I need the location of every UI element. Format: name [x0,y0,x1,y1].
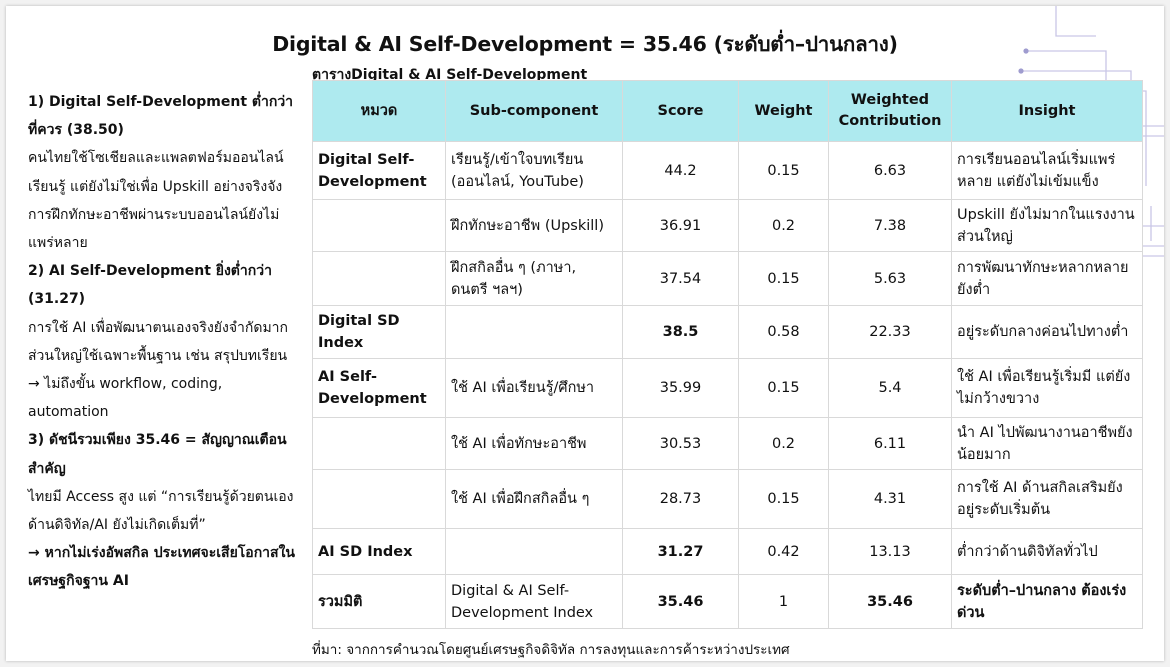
insight-cell: ต่ำกว่าด้านดิจิทัลทั่วไป [951,528,1143,575]
insight-cell: การใช้ AI ด้านสกิลเสริมยังอยู่ระดับเริ่ม… [951,469,1143,529]
table-row: ฝึกสกิลอื่น ๆ (ภาษา, ดนตรี ฯลฯ) 37.54 0.15… [312,251,1143,306]
summary-text: 1) Digital Self-Development ต่ำกว่าที่คว… [28,88,300,596]
score-cell: 35.46 [622,574,739,629]
summary-heading: 1) Digital Self-Development ต่ำกว่าที่คว… [28,94,294,139]
category-cell [312,199,446,252]
sub-component-cell: เรียนรู้/เข้าใจบทเรียน (ออนไลน์, YouTube… [445,141,623,200]
contribution-cell: 6.11 [828,417,952,470]
source-note: ที่มา: จากการคำนวณโดยศูนย์เศรษฐกิจดิจิทั… [312,642,790,658]
sub-component-cell: ใช้ AI เพื่อเรียนรู้/ศึกษา [445,358,623,418]
contribution-cell: 5.4 [828,358,952,418]
weight-cell: 0.15 [738,358,829,418]
table-row: ฝึกทักษะอาชีพ (Upskill) 36.91 0.2 7.38 Upski… [312,199,1143,252]
column-header: หมวด [312,80,446,142]
sub-component-cell [445,305,623,359]
score-cell: 36.91 [622,199,739,252]
contribution-cell: 22.33 [828,305,952,359]
summary-paragraph: คนไทยใช้โซเชียลและแพลตฟอร์มออนไลน์เรียนร… [28,150,284,195]
category-cell [312,469,446,529]
table-header-row: หมวด Sub-component Score Weight Weighted Con… [312,80,1143,142]
table-row: ใช้ AI เพื่อฝึกสกิลอื่น ๆ 28.73 0.15 4.31 กา… [312,469,1143,529]
table-row: AI Self-Development ใช้ AI เพื่อเรียนรู้/… [312,358,1143,418]
summary-paragraph: การใช้ AI เพื่อพัฒนาตนเองจริงยังจำกัดมาก [28,319,289,336]
contribution-cell: 7.38 [828,199,952,252]
weight-cell: 0.58 [738,305,829,359]
category-cell [312,417,446,470]
table-row: Digital SD Index 38.5 0.58 22.33 อยู่ระดับกล… [312,305,1143,359]
summary-paragraph: ส่วนใหญ่ใช้เฉพาะพื้นฐาน เช่น สรุปบทเรียน… [28,347,288,421]
insight-cell: ระดับต่ำ–ปานกลาง ต้องเร่งด่วน [951,574,1143,629]
sub-component-cell: ฝึกสกิลอื่น ๆ (ภาษา, ดนตรี ฯลฯ) [445,251,623,306]
table-row: Digital Self-Development เรียนรู้/เข้าใจบ… [312,141,1143,200]
insight-cell: อยู่ระดับกลางค่อนไปทางต่ำ [951,305,1143,359]
insight-cell: ใช้ AI เพื่อเรียนรู้เริ่มมี แต่ยังไม่กว้… [951,358,1143,418]
weight-cell: 0.15 [738,469,829,529]
contribution-cell: 13.13 [828,528,952,575]
category-cell: Digital Self-Development [312,141,446,200]
score-cell: 44.2 [622,141,739,200]
sub-component-cell: ใช้ AI เพื่อทักษะอาชีพ [445,417,623,470]
insight-cell: นำ AI ไปพัฒนางานอาชีพยังน้อยมาก [951,417,1143,470]
table-row: รวมมิติ Digital & AI Self-Development Ind… [312,574,1143,629]
slide: Digital & AI Self-Development = 35.46 (ร… [6,6,1164,661]
contribution-cell: 35.46 [828,574,952,629]
weight-cell: 0.2 [738,417,829,470]
column-header: Weighted Contribution [828,80,952,142]
sub-component-cell: Digital & AI Self-Development Index [445,574,623,629]
score-cell: 31.27 [622,528,739,575]
insight-cell: การเรียนออนไลน์เริ่มแพร่หลาย แต่ยังไม่เข… [951,141,1143,200]
table-row: AI SD Index 31.27 0.42 13.13 ต่ำกว่าด้านดิจิ… [312,528,1143,575]
category-cell: AI Self-Development [312,358,446,418]
category-cell [312,251,446,306]
weight-cell: 0.42 [738,528,829,575]
index-table: หมวด Sub-component Score Weight Weighted Con… [312,80,1143,629]
summary-heading: → หากไม่เร่งอัพสกิล ประเทศจะเสียโอกาสในเ… [28,545,295,590]
summary-heading: 3) ดัชนีรวมเพียง 35.46 = สัญญาณเตือนสำคั… [28,432,287,477]
column-header: Weight [738,80,829,142]
score-cell: 35.99 [622,358,739,418]
summary-paragraph: ไทยมี Access สูง แต่ “การเรียนรู้ด้วยตนเ… [28,488,294,534]
score-cell: 38.5 [622,305,739,359]
table-row: ใช้ AI เพื่อทักษะอาชีพ 30.53 0.2 6.11 นำ AI … [312,417,1143,470]
weight-cell: 1 [738,574,829,629]
contribution-cell: 5.63 [828,251,952,306]
sub-component-cell [445,528,623,575]
sub-component-cell: ใช้ AI เพื่อฝึกสกิลอื่น ๆ [445,469,623,529]
table-caption: ตารางDigital & AI Self-Development [312,67,588,83]
summary-heading: 2) AI Self-Development ยิ่งต่ำกว่า (31.2… [28,263,272,308]
column-header: Score [622,80,739,142]
column-header: Sub-component [445,80,623,142]
column-header: Insight [951,80,1143,142]
score-cell: 30.53 [622,417,739,470]
contribution-cell: 4.31 [828,469,952,529]
summary-paragraph: การฝึกทักษะอาชีพผ่านระบบออนไลน์ยังไม่แพร… [28,206,280,252]
score-cell: 28.73 [622,469,739,529]
category-cell: Digital SD Index [312,305,446,359]
score-cell: 37.54 [622,251,739,306]
contribution-cell: 6.63 [828,141,952,200]
insight-cell: Upskill ยังไม่มากในแรงงานส่วนใหญ่ [951,199,1143,252]
weight-cell: 0.15 [738,141,829,200]
insight-cell: การพัฒนาทักษะหลากหลายยังต่ำ [951,251,1143,306]
category-cell: AI SD Index [312,528,446,575]
sub-component-cell: ฝึกทักษะอาชีพ (Upskill) [445,199,623,252]
page-title: Digital & AI Self-Development = 35.46 (ร… [272,32,898,56]
weight-cell: 0.15 [738,251,829,306]
weight-cell: 0.2 [738,199,829,252]
category-cell: รวมมิติ [312,574,446,629]
